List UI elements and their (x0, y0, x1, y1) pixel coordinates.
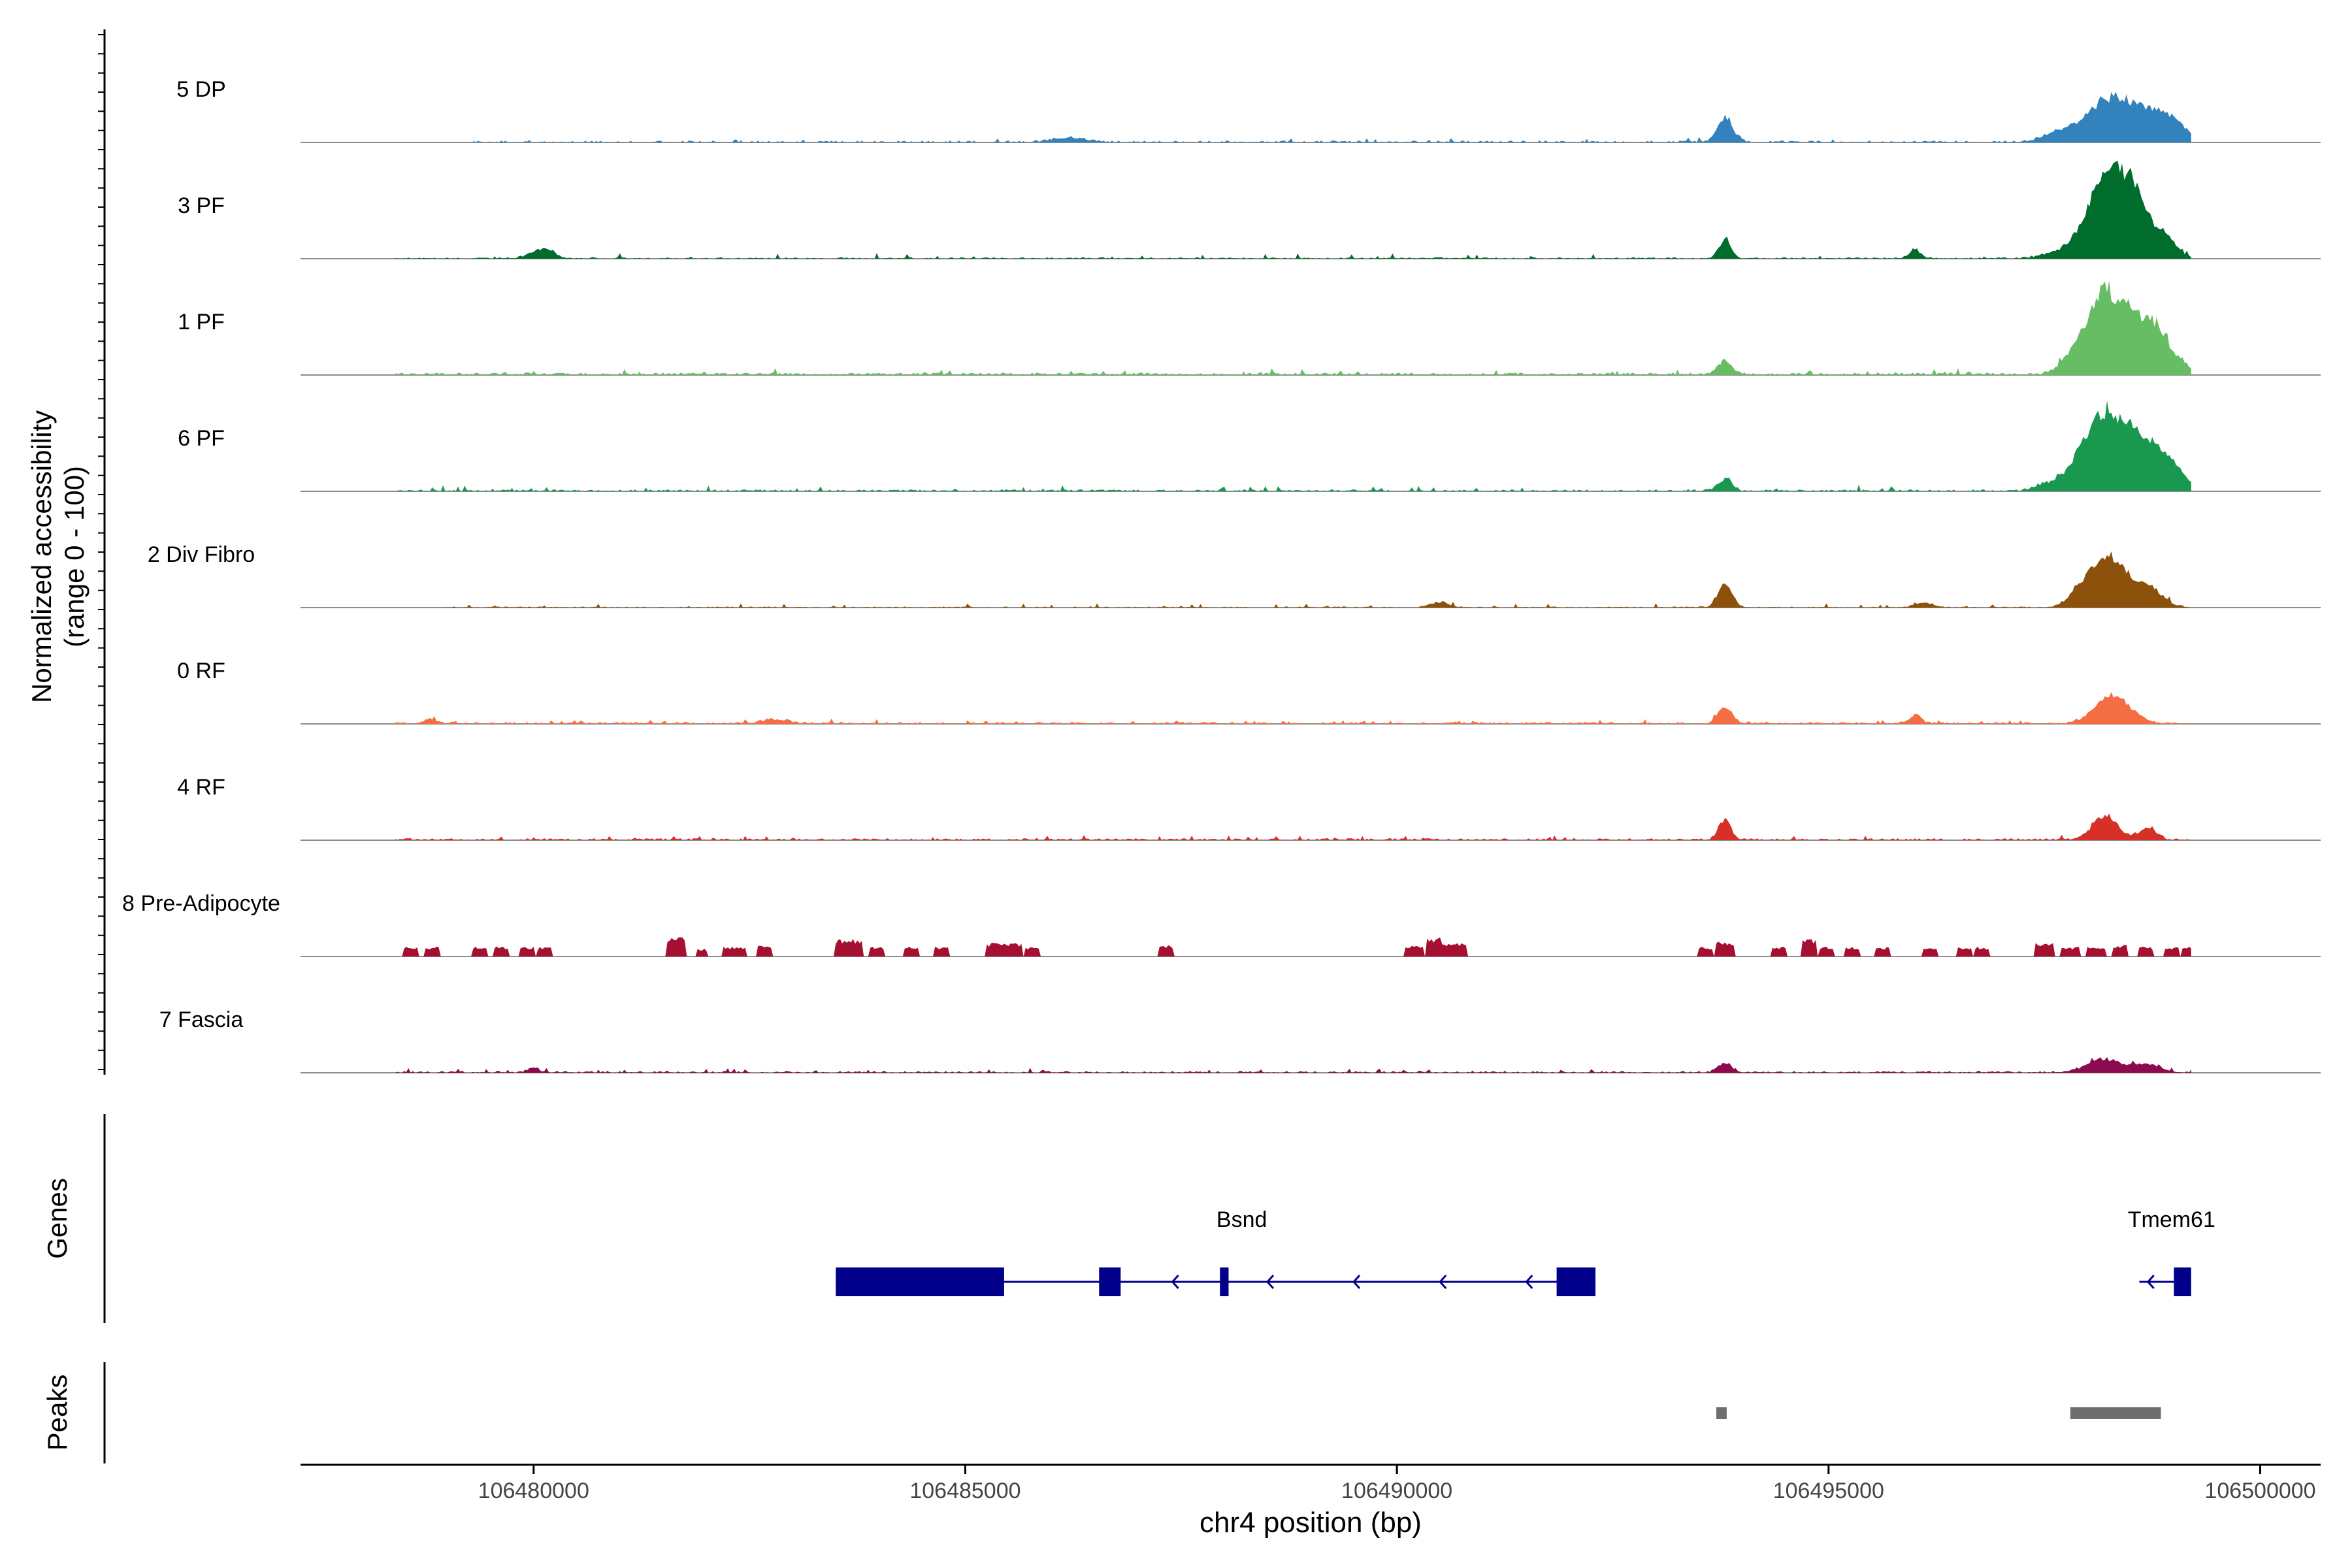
track-label: 3 PF (178, 193, 225, 218)
track-label: 5 DP (176, 77, 226, 102)
y-axis-range-label: (range 0 - 100) (59, 466, 90, 647)
coverage-area (395, 692, 2191, 724)
track-label: 4 RF (177, 775, 225, 800)
track-7-fascia (301, 1056, 2321, 1073)
track-2-div-fibro (301, 551, 2321, 608)
track-label: 6 PF (178, 426, 225, 451)
strand-arrow (2146, 1274, 2155, 1290)
coverage-area (447, 551, 2191, 608)
x-tick-label: 106480000 (478, 1478, 589, 1503)
x-tick-label: 106490000 (1341, 1478, 1452, 1503)
gene-exon (2174, 1267, 2191, 1296)
x-tick-label: 106500000 (2204, 1478, 2315, 1503)
x-tick-label: 106495000 (1773, 1478, 1884, 1503)
track-labels: 5 DP 3 PF 1 PF 6 PF 2 Div Fibro 0 RF 4 RF 8 Pre… (122, 77, 280, 1032)
track-label: 8 Pre-Adipocyte (122, 891, 280, 916)
x-tick-label: 106485000 (909, 1478, 1021, 1503)
x-axis: 106480000 106485000 106490000 106495000 1065… (301, 1463, 2321, 1503)
track-3-pf (301, 161, 2321, 259)
coverage-area (395, 813, 2191, 840)
gene-bsnd: Bsnd (836, 1207, 1596, 1296)
gene-tmem61: Tmem61 (2128, 1207, 2215, 1296)
track-label: 0 RF (177, 659, 225, 683)
strand-arrow (1171, 1274, 1179, 1290)
track-1-pf (301, 280, 2321, 376)
track-label: 2 Div Fibro (148, 542, 255, 567)
coverage-area (395, 161, 2191, 259)
track-label: 7 Fascia (159, 1007, 244, 1032)
genes-panel-label: Genes (42, 1178, 73, 1259)
gene-label: Tmem61 (2128, 1207, 2215, 1232)
coverage-area (473, 91, 2191, 142)
strand-arrow (1266, 1274, 1275, 1290)
track-label: 1 PF (178, 310, 225, 335)
y-axis-title: Normalized accessibility (26, 410, 57, 703)
coverage-area (395, 1056, 2191, 1073)
coverage-area (395, 280, 2191, 375)
coverage-tracks (301, 91, 2321, 1073)
x-axis-title: chr4 position (bp) (1200, 1507, 1422, 1539)
track-0-rf (301, 692, 2321, 725)
strand-arrow (1525, 1274, 1533, 1290)
peaks-panel-label: Peaks (42, 1375, 73, 1451)
peaks-panel (103, 1362, 2161, 1463)
genes-panel: Bsnd Tmem61 (103, 1114, 2215, 1323)
peak-region (2070, 1407, 2161, 1419)
coverage-area (395, 400, 2191, 491)
strand-arrow (1439, 1274, 1447, 1290)
gene-exon (1220, 1267, 1229, 1296)
track-8-pre-adipocyte (301, 937, 2321, 957)
track-6-pf (301, 400, 2321, 492)
track-5-dp (301, 91, 2321, 143)
strand-arrow (1352, 1274, 1361, 1290)
coverage-area (395, 937, 2191, 956)
gene-exon (1099, 1267, 1121, 1296)
peak-region (1716, 1407, 1727, 1419)
track-4-rf (301, 813, 2321, 841)
gene-label: Bsnd (1217, 1207, 1267, 1232)
gene-exon (1556, 1267, 1596, 1296)
y-axis (98, 29, 106, 1075)
gene-exon (836, 1267, 1004, 1296)
